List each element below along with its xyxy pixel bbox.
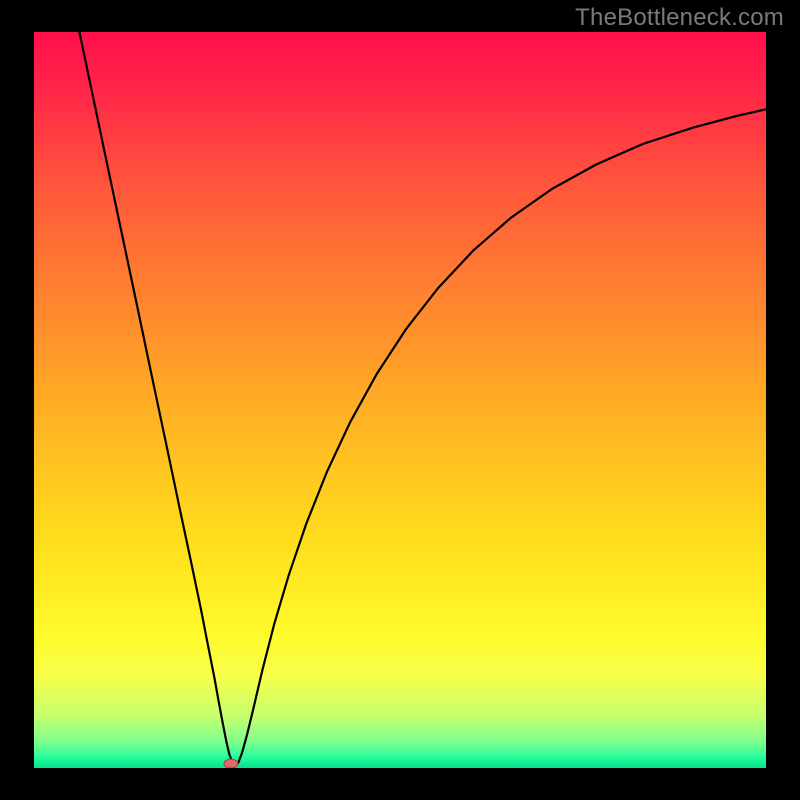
optimal-point-marker [224, 759, 238, 768]
plot-area [34, 32, 766, 768]
watermark-text: TheBottleneck.com [575, 4, 784, 32]
chart-svg [34, 32, 766, 768]
gradient-background [34, 32, 766, 768]
